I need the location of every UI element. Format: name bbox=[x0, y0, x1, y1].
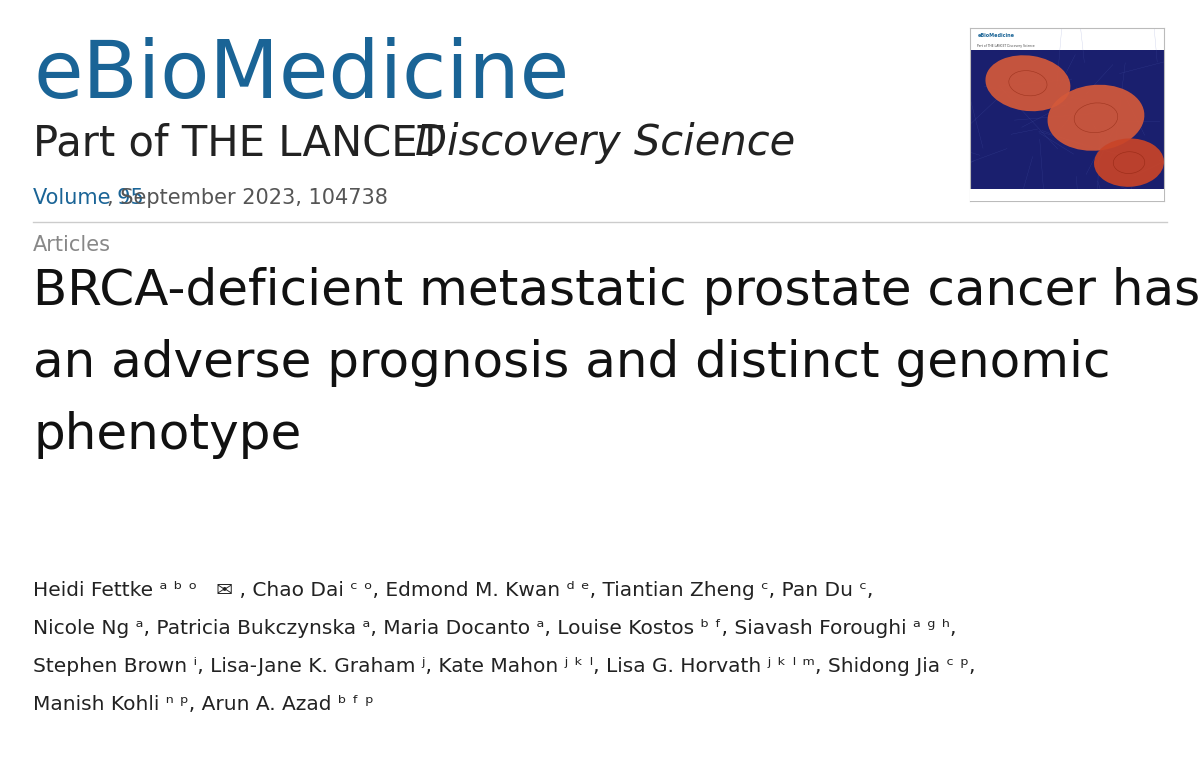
Ellipse shape bbox=[1048, 85, 1145, 151]
Bar bbox=[970, 188, 1164, 201]
Text: eBioMedicine: eBioMedicine bbox=[977, 33, 1014, 38]
Text: Articles: Articles bbox=[34, 235, 112, 255]
Bar bbox=[970, 28, 1164, 51]
Text: Discovery Science: Discovery Science bbox=[415, 122, 796, 164]
Ellipse shape bbox=[1094, 139, 1164, 187]
Text: BRCA-deficient metastatic prostate cancer has: BRCA-deficient metastatic prostate cance… bbox=[34, 267, 1200, 315]
Text: Stephen Brown ⁱ, Lisa-Jane K. Graham ʲ, Kate Mahon ʲ ᵏ ˡ, Lisa G. Horvath ʲ ᵏ ˡ : Stephen Brown ⁱ, Lisa-Jane K. Graham ʲ, … bbox=[34, 657, 976, 676]
Ellipse shape bbox=[985, 55, 1070, 111]
Text: Heidi Fettke ᵃ ᵇ ᵒ   ✉ , Chao Dai ᶜ ᵒ, Edmond M. Kwan ᵈ ᵉ, Tiantian Zheng ᶜ, Pan: Heidi Fettke ᵃ ᵇ ᵒ ✉ , Chao Dai ᶜ ᵒ, Edm… bbox=[34, 581, 874, 600]
Text: Volume 95: Volume 95 bbox=[34, 188, 144, 208]
Text: an adverse prognosis and distinct genomic: an adverse prognosis and distinct genomi… bbox=[34, 339, 1110, 387]
Text: phenotype: phenotype bbox=[34, 411, 301, 459]
Text: Nicole Ng ᵃ, Patricia Bukczynska ᵃ, Maria Docanto ᵃ, Louise Kostos ᵇ ᶠ, Siavash : Nicole Ng ᵃ, Patricia Bukczynska ᵃ, Mari… bbox=[34, 619, 956, 638]
Text: , September 2023, 104738: , September 2023, 104738 bbox=[107, 188, 388, 208]
Text: Part of THE LANCET: Part of THE LANCET bbox=[34, 122, 456, 164]
Text: Manish Kohli ⁿ ᵖ, Arun A. Azad ᵇ ᶠ ᵖ: Manish Kohli ⁿ ᵖ, Arun A. Azad ᵇ ᶠ ᵖ bbox=[34, 695, 374, 714]
Text: eBioMedicine: eBioMedicine bbox=[34, 37, 569, 115]
Text: Part of THE LANCET Discovery Science: Part of THE LANCET Discovery Science bbox=[977, 44, 1036, 48]
